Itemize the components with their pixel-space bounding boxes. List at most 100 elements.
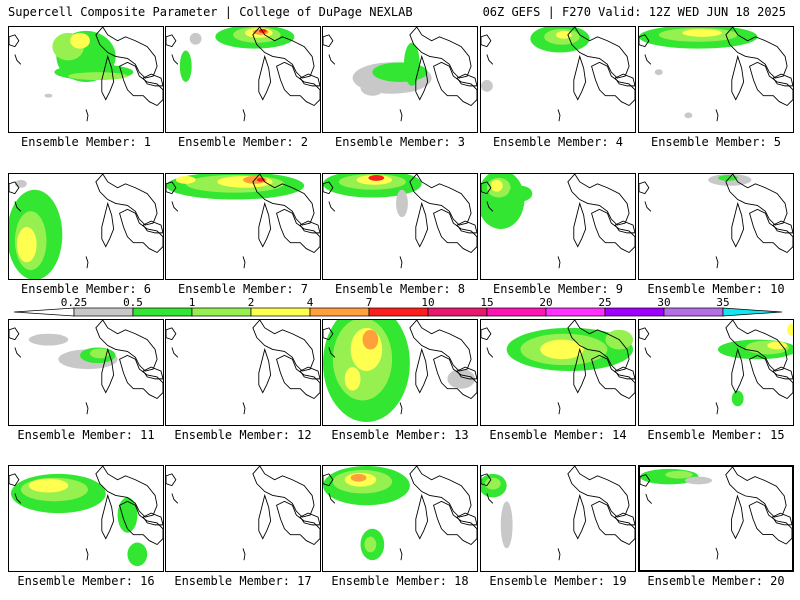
colorbar-tick-label: 7	[365, 296, 373, 309]
great-lakes-outline	[415, 201, 429, 248]
great-lakes-outline	[9, 473, 20, 487]
great-lakes-outline	[415, 54, 429, 101]
great-lakes-outline	[276, 61, 320, 107]
great-lakes-outline	[299, 220, 320, 234]
ensemble-member-map	[638, 173, 794, 280]
scp-contour-area	[396, 189, 408, 218]
member-caption: Ensemble Member: 11	[17, 428, 155, 442]
colorbar-tick-label: 2	[247, 296, 255, 309]
member-caption: Ensemble Member: 4	[492, 135, 624, 149]
great-lakes-outline	[749, 354, 793, 400]
great-lakes-outline	[591, 354, 635, 400]
coastline-mark	[557, 402, 561, 415]
scp-contour-area	[665, 470, 693, 479]
great-lakes-outline	[481, 327, 492, 341]
great-lakes-outline	[101, 347, 115, 394]
colorbar-tick-label: 20	[539, 296, 553, 309]
coastline-mark	[644, 347, 652, 358]
scp-contour-area	[16, 226, 37, 263]
great-lakes-outline	[573, 201, 587, 248]
great-lakes-outline	[731, 494, 744, 540]
member-caption: Ensemble Member: 18	[331, 574, 469, 588]
member-caption: Ensemble Member: 7	[177, 282, 309, 296]
coastline-mark	[328, 54, 336, 65]
great-lakes-outline	[101, 493, 115, 540]
scp-contour-area	[654, 69, 663, 76]
scp-contour-area	[117, 497, 138, 533]
coastline-mark	[242, 109, 246, 122]
colorbar-tick-label: 0.25	[60, 296, 88, 309]
coastline-mark	[399, 548, 403, 561]
scp-contour-area	[490, 179, 503, 192]
great-lakes-outline	[252, 27, 315, 79]
great-lakes-outline	[456, 220, 477, 234]
colorbar-tick-label: 15	[480, 296, 494, 309]
ensemble-member-map	[8, 319, 164, 426]
great-lakes-outline	[166, 181, 177, 195]
scp-contour-area	[500, 501, 513, 549]
ensemble-member-map	[480, 319, 636, 426]
colorbar-segment	[486, 307, 547, 317]
colorbar-low-arrow	[13, 307, 75, 317]
scp-contour-area	[28, 478, 69, 493]
scp-contour-area	[44, 93, 53, 98]
coastline-mark	[242, 548, 246, 561]
great-lakes-outline	[252, 320, 315, 372]
great-lakes-outline	[639, 34, 650, 48]
great-lakes-outline	[95, 174, 158, 226]
ensemble-member-map	[480, 26, 636, 133]
scp-contour-area	[684, 112, 693, 119]
great-lakes-outline	[9, 34, 20, 48]
coastline-mark	[645, 493, 653, 504]
great-lakes-outline	[142, 220, 163, 234]
great-lakes-outline	[276, 208, 320, 254]
great-lakes-outline	[725, 320, 788, 372]
great-lakes-outline	[481, 473, 492, 487]
great-lakes-outline	[409, 320, 472, 372]
member-caption: Ensemble Member: 2	[177, 135, 309, 149]
ensemble-member-map	[8, 465, 164, 572]
coastline-mark	[171, 54, 179, 65]
great-lakes-outline	[481, 181, 492, 195]
coastline-mark	[328, 493, 336, 504]
coastline-mark	[328, 201, 336, 212]
scp-contour-area	[447, 369, 476, 389]
member-caption: Ensemble Member: 19	[489, 574, 627, 588]
scp-contour-area	[360, 79, 385, 96]
great-lakes-outline	[567, 466, 630, 518]
great-lakes-outline	[573, 54, 587, 101]
great-lakes-outline	[614, 512, 635, 526]
great-lakes-outline	[323, 181, 334, 195]
great-lakes-outline	[749, 61, 793, 107]
colorbar-tick-label: 0.5	[123, 296, 143, 309]
member-caption: Ensemble Member: 10	[647, 282, 785, 296]
coastline-mark	[486, 54, 494, 65]
member-caption: Ensemble Member: 12	[174, 428, 312, 442]
scp-contour-area	[508, 185, 533, 202]
great-lakes-outline	[639, 327, 650, 341]
great-lakes-outline	[258, 54, 272, 101]
member-caption: Ensemble Member: 17	[174, 574, 312, 588]
great-lakes-outline	[409, 466, 472, 518]
great-lakes-outline	[276, 354, 320, 400]
great-lakes-outline	[258, 347, 272, 394]
great-lakes-outline	[101, 201, 115, 248]
colorbar-segment	[132, 307, 193, 317]
great-lakes-outline	[119, 208, 163, 254]
coastline-mark	[242, 402, 246, 415]
coastline-mark	[171, 493, 179, 504]
great-lakes-outline	[415, 493, 429, 540]
scp-contour-area	[731, 390, 744, 407]
great-lakes-outline	[640, 474, 651, 487]
colorbar-segment	[722, 307, 783, 317]
coastline-mark	[85, 109, 89, 122]
great-lakes-outline	[119, 61, 163, 107]
header-title: Supercell Composite Parameter | College …	[8, 5, 413, 19]
coastline-mark	[171, 347, 179, 358]
member-caption: Ensemble Member: 3	[334, 135, 466, 149]
colorbar-tick-label: 10	[421, 296, 435, 309]
scp-contour-area	[767, 341, 788, 350]
scp-contour-area	[344, 367, 361, 391]
great-lakes-outline	[456, 73, 477, 87]
member-caption: Ensemble Member: 1	[20, 135, 152, 149]
